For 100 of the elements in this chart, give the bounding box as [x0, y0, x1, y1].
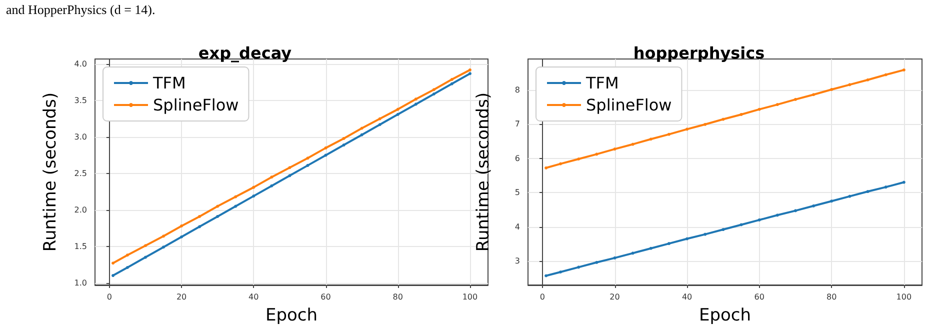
point	[306, 156, 310, 160]
y-tick-label: 4.0	[74, 60, 87, 69]
point	[667, 132, 670, 136]
chart-title: exp_decay	[198, 44, 292, 62]
point	[360, 133, 364, 136]
point	[144, 244, 147, 248]
y-tick-label: 2.5	[74, 168, 87, 178]
point	[595, 152, 598, 156]
y-tick-label: 1.5	[74, 242, 87, 251]
point	[686, 128, 689, 131]
x-tick-label: 40	[682, 292, 692, 302]
point	[180, 224, 184, 228]
point	[686, 237, 689, 240]
point	[631, 252, 634, 255]
point	[126, 254, 129, 257]
point	[649, 138, 652, 141]
point	[704, 122, 707, 126]
point	[740, 223, 743, 226]
y-axis-title: Runtime (seconds)	[474, 92, 494, 252]
point	[342, 144, 346, 147]
point	[198, 214, 202, 218]
y-tick-label: 5	[514, 188, 520, 198]
x-tick-label: 40	[248, 292, 259, 302]
point	[866, 190, 870, 194]
point	[902, 180, 906, 184]
legend-label: SplineFlow	[586, 96, 672, 114]
x-axis-title: Epoch	[698, 306, 752, 326]
point	[252, 194, 256, 198]
point	[180, 235, 184, 238]
point	[559, 162, 562, 166]
y-tick-label: 8	[514, 85, 520, 94]
line-series	[544, 180, 906, 278]
point	[776, 214, 779, 217]
x-tick-label: 100	[462, 292, 478, 302]
y-tick-label: 2.0	[74, 205, 87, 214]
y-tick-label: 1.0	[74, 278, 87, 288]
point	[577, 266, 580, 269]
y-tick-label: 3.5	[74, 96, 87, 106]
y-axis-title: Runtime (seconds)	[40, 92, 60, 252]
x-tick-label: 60	[320, 292, 331, 302]
point	[360, 126, 364, 130]
point	[396, 112, 400, 116]
point	[595, 260, 598, 264]
point	[830, 200, 834, 203]
line-series	[544, 68, 906, 170]
point	[812, 93, 816, 96]
y-tick-label: 7	[514, 120, 520, 129]
point	[234, 195, 238, 198]
point	[758, 218, 761, 222]
point	[884, 186, 888, 189]
point	[288, 166, 292, 170]
x-tick-label: 20	[610, 292, 620, 302]
point	[884, 73, 888, 76]
point	[450, 82, 454, 86]
y-tick-label: 3	[514, 256, 520, 266]
chart-title: hopperphysics	[633, 44, 765, 62]
point	[848, 83, 852, 86]
point	[432, 92, 436, 96]
point	[613, 148, 616, 151]
point	[288, 174, 292, 178]
x-tick-label: 0	[540, 292, 546, 302]
y-tick-label: 3.0	[74, 132, 87, 142]
point	[234, 204, 238, 208]
text: and HopperPhysics (d = 14).	[6, 2, 156, 18]
point	[414, 98, 418, 101]
point	[794, 98, 797, 101]
point	[324, 154, 328, 157]
legend-label: SplineFlow	[153, 96, 239, 114]
x-axis-title: Epoch	[265, 306, 318, 326]
point	[866, 78, 870, 82]
point	[378, 123, 382, 126]
point	[667, 242, 670, 246]
point	[812, 204, 816, 208]
point	[112, 262, 115, 265]
point	[794, 209, 797, 212]
point	[144, 256, 147, 259]
point	[162, 234, 166, 238]
x-tick-label: 20	[176, 292, 187, 302]
point	[162, 246, 166, 249]
x-tick-label: 80	[826, 292, 837, 302]
point	[613, 256, 616, 260]
point	[198, 225, 202, 228]
point	[544, 166, 548, 170]
point	[324, 146, 328, 150]
point	[216, 214, 220, 218]
legend-label: TFM	[585, 74, 619, 92]
point	[722, 118, 725, 121]
point	[252, 186, 256, 189]
point	[450, 78, 454, 81]
x-tick-label: 0	[106, 292, 112, 302]
y-tick-label: 4	[514, 222, 520, 232]
x-tick-label: 60	[754, 292, 764, 302]
point	[432, 88, 436, 92]
point	[270, 176, 274, 179]
point	[631, 142, 634, 146]
point	[704, 232, 707, 236]
point	[848, 194, 852, 198]
point	[468, 68, 472, 72]
point	[270, 184, 274, 188]
point	[306, 164, 310, 167]
